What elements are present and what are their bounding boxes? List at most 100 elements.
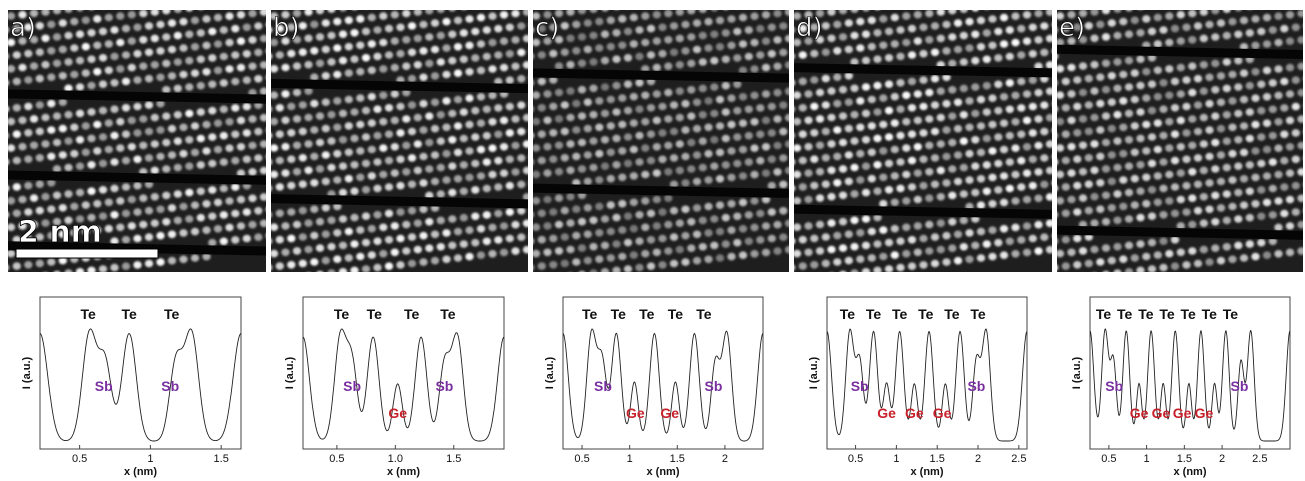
element-label: Sb bbox=[161, 378, 179, 394]
element-label: Te bbox=[367, 306, 383, 322]
panel-letter: d) bbox=[796, 13, 823, 43]
element-label: Te bbox=[840, 306, 856, 322]
profile-line bbox=[1089, 328, 1291, 442]
scale-bar-label: 2 nm bbox=[18, 215, 102, 250]
y-axis-label: I (a.u.) bbox=[1071, 356, 1083, 389]
van-der-waals-gap-band bbox=[8, 89, 266, 104]
x-tick-label: 0.5 bbox=[1101, 453, 1116, 465]
x-tick-label: 0.5 bbox=[329, 453, 344, 465]
profile-line bbox=[826, 328, 1028, 442]
x-tick-label: 2.5 bbox=[1011, 453, 1026, 465]
van-der-waals-gap-band bbox=[8, 170, 266, 185]
van-der-waals-gap-band bbox=[533, 68, 789, 83]
element-label: Ge bbox=[1152, 405, 1171, 421]
y-axis-label: I (a.u.) bbox=[544, 356, 556, 389]
stem-images-row: a) b) c) d) e) 2 nm bbox=[8, 10, 1303, 272]
plot-frame bbox=[562, 296, 764, 450]
element-label: Ge bbox=[626, 405, 645, 421]
x-axis-label: x (nm) bbox=[387, 466, 420, 478]
element-label: Te bbox=[1223, 306, 1239, 322]
x-axis-label: x (nm) bbox=[124, 466, 157, 478]
scale-bar-line bbox=[15, 248, 159, 259]
element-label: Te bbox=[1180, 306, 1196, 322]
element-label: Sb bbox=[343, 378, 361, 394]
stem-image-panel: e) bbox=[1057, 10, 1303, 272]
stem-image-panel: d) bbox=[794, 10, 1052, 272]
element-label: Te bbox=[440, 306, 456, 322]
element-label: Te bbox=[696, 306, 712, 322]
x-tick-label: 1 bbox=[627, 453, 633, 465]
van-der-waals-gap-band bbox=[271, 78, 528, 94]
x-tick-label: 0.5 bbox=[848, 453, 863, 465]
element-label: Sb bbox=[1105, 378, 1123, 394]
element-label: Te bbox=[122, 306, 138, 322]
x-tick-label: 1.5 bbox=[214, 453, 229, 465]
x-tick-label: 1 bbox=[147, 453, 153, 465]
x-tick-label: 1.5 bbox=[1177, 453, 1192, 465]
atom-lattice bbox=[8, 10, 266, 272]
van-der-waals-gap-band bbox=[1057, 44, 1303, 60]
x-axis-label: x (nm) bbox=[1174, 466, 1207, 478]
x-axis-label: x (nm) bbox=[911, 466, 944, 478]
element-label: Te bbox=[164, 306, 180, 322]
plot-frame bbox=[1089, 296, 1291, 450]
x-tick-label: 1.5 bbox=[446, 453, 461, 465]
element-label: Te bbox=[334, 306, 350, 322]
element-label: Ge bbox=[877, 405, 896, 421]
panel-letter: c) bbox=[535, 13, 559, 43]
profile-line bbox=[39, 328, 242, 442]
x-tick-label: 1 bbox=[893, 453, 899, 465]
element-label: Te bbox=[1202, 306, 1218, 322]
element-label: Te bbox=[918, 306, 934, 322]
element-label: Sb bbox=[851, 378, 869, 394]
x-tick-label: 2 bbox=[722, 453, 728, 465]
intensity-profile-plot: 0.5 1 1.5 2 x (nm) I (a.u.) Te Te Te Te Te Sb Sb Ge Ge bbox=[544, 296, 764, 478]
intensity-profile-plot: 0.5 1 1.5 2 2.5 x (nm) I (a.u.) Te Te Te Te Te Te Sb S… bbox=[808, 296, 1028, 478]
element-label: Te bbox=[1138, 306, 1154, 322]
x-tick-label: 1.0 bbox=[388, 453, 403, 465]
van-der-waals-gap-band bbox=[1057, 225, 1303, 240]
plot-frame bbox=[302, 296, 505, 450]
profile-line bbox=[562, 328, 764, 442]
element-label: Sb bbox=[435, 378, 453, 394]
x-tick-label: 0.5 bbox=[72, 453, 87, 465]
element-label: Sb bbox=[95, 378, 113, 394]
x-tick-label: 1.5 bbox=[670, 453, 685, 465]
element-label: Te bbox=[611, 306, 627, 322]
element-label: Ge bbox=[1173, 405, 1192, 421]
element-label: Ge bbox=[660, 405, 679, 421]
stem-image-panel: c) bbox=[533, 10, 789, 272]
van-der-waals-gap-band bbox=[794, 204, 1052, 219]
element-label: Te bbox=[80, 306, 96, 322]
van-der-waals-gap-band bbox=[794, 63, 1052, 78]
stem-image-panel: a) bbox=[8, 10, 266, 272]
x-tick-label: 2 bbox=[1219, 453, 1225, 465]
y-axis-label: I (a.u.) bbox=[284, 356, 296, 389]
van-der-waals-gap-band bbox=[271, 194, 528, 209]
atom-lattice bbox=[1057, 10, 1303, 272]
element-label: Ge bbox=[1130, 405, 1149, 421]
element-label: Ge bbox=[1195, 405, 1214, 421]
x-tick-label: 0.5 bbox=[574, 453, 589, 465]
plot-frame bbox=[39, 296, 242, 450]
x-axis-label: x (nm) bbox=[647, 466, 680, 478]
element-label: Te bbox=[639, 306, 655, 322]
panel-letter: b) bbox=[273, 13, 300, 43]
y-axis-label: I (a.u.) bbox=[21, 356, 33, 389]
element-label: Ge bbox=[388, 405, 407, 421]
element-label: Te bbox=[970, 306, 986, 322]
panel-letter: e) bbox=[1059, 13, 1085, 43]
element-label: Te bbox=[1096, 306, 1112, 322]
element-label: Te bbox=[892, 306, 908, 322]
x-tick-label: 2.5 bbox=[1252, 453, 1267, 465]
element-label: Ge bbox=[905, 405, 924, 421]
intensity-profile-plot: 0.5 1.0 1.5 x (nm) I (a.u.) Te Te Te Te Sb Sb Ge bbox=[284, 296, 505, 478]
element-label: Sb bbox=[967, 378, 985, 394]
profile-line bbox=[302, 328, 505, 442]
element-label: Te bbox=[582, 306, 598, 322]
van-der-waals-gap-band bbox=[533, 183, 789, 198]
element-label: Te bbox=[404, 306, 420, 322]
atom-lattice bbox=[533, 10, 789, 272]
element-label: Te bbox=[866, 306, 882, 322]
